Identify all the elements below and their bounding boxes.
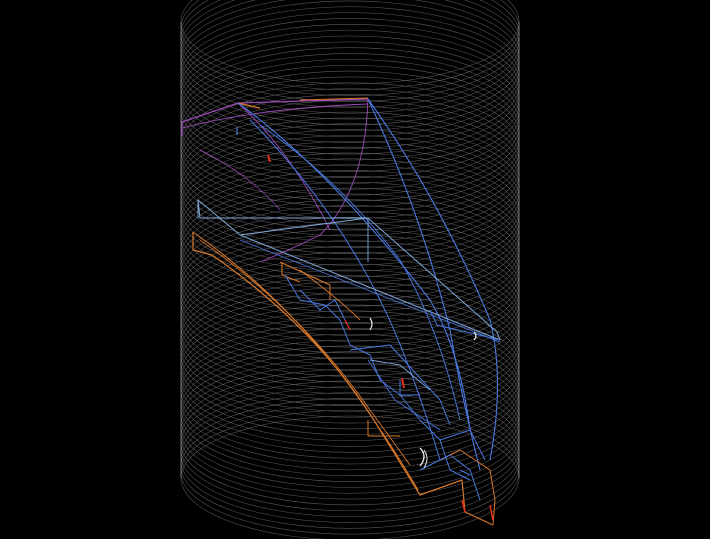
- wire-edge: [439, 429, 486, 461]
- wire-edge: [299, 289, 351, 331]
- wire-edge: [419, 454, 481, 501]
- wire-edge: [199, 149, 281, 211]
- blue-inner-steps: [284, 274, 471, 481]
- blue-sweep: [237, 102, 471, 431]
- wire-edge: [299, 269, 361, 321]
- wire-edge: [281, 262, 301, 283]
- wire-edge: [237, 102, 261, 109]
- wire-edge: [344, 319, 351, 331]
- wire-edge: [199, 239, 411, 466]
- wire-edge: [369, 359, 431, 391]
- wire-edge: [239, 217, 369, 236]
- wire-edge: [192, 231, 419, 491]
- cylinder-ring: [180, 0, 520, 102]
- wire-edge: [279, 261, 331, 300]
- cylinder-ring: [180, 0, 520, 91]
- red-accent: [267, 154, 271, 163]
- wire-edge: [461, 499, 466, 513]
- wire-edge: [367, 359, 441, 431]
- wire-edge: [181, 103, 369, 129]
- cylinder-ring: [180, 0, 520, 114]
- wire-edge: [249, 119, 441, 461]
- wire-edge: [399, 380, 420, 396]
- wire-edge: [423, 449, 428, 469]
- wire-edge: [259, 124, 461, 421]
- wire-edge: [299, 97, 369, 101]
- white-marker: [369, 317, 373, 331]
- wire-edge: [429, 309, 501, 341]
- wire-edge: [239, 239, 501, 343]
- wire-edge: [367, 420, 400, 437]
- wire-edge: [459, 469, 471, 476]
- wire-edge: [401, 377, 405, 389]
- wire-edge: [259, 98, 369, 263]
- wire-edge: [489, 504, 494, 521]
- wire-edge: [473, 331, 477, 341]
- wire-edge: [367, 98, 373, 106]
- wire-edge: [459, 449, 496, 526]
- wire-edge: [419, 447, 425, 467]
- wire-edge: [367, 98, 499, 461]
- wire-edge: [367, 98, 481, 471]
- wire-edge: [349, 344, 451, 426]
- wireframe-model: [181, 97, 501, 526]
- wire-edge: [237, 102, 331, 231]
